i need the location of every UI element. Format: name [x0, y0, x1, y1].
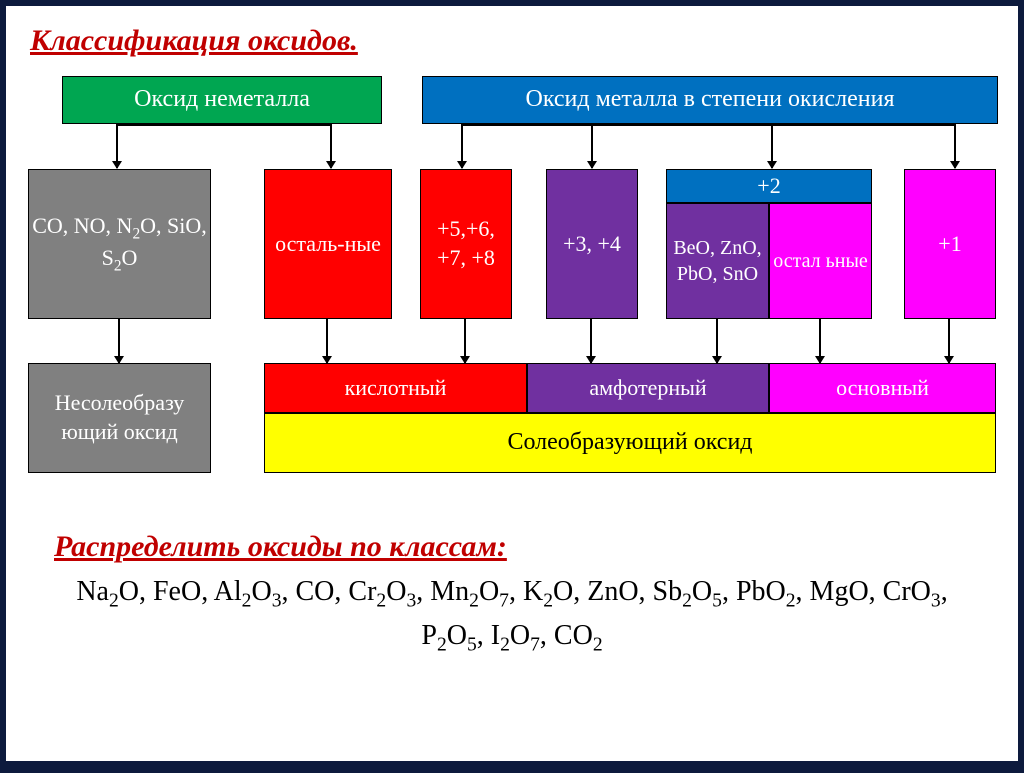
- label: +1: [938, 230, 961, 259]
- task-title: Распределить оксиды по классам:: [54, 530, 507, 564]
- label: CO, NO, N2O, SiO, S2O: [29, 212, 210, 277]
- box-nonmetal-oxide: Оксид неметалла: [62, 76, 382, 124]
- slide-title: Классификация оксидов.: [30, 24, 358, 58]
- box-ox-2-basic: остал ьные: [769, 203, 872, 319]
- box-salt-forming: Солеобразующий оксид: [264, 413, 996, 473]
- box-acidic: кислотный: [264, 363, 527, 413]
- box-metal-oxide: Оксид металла в степени окисления: [422, 76, 998, 124]
- box-basic: основный: [769, 363, 996, 413]
- box-amphoteric: амфотерный: [527, 363, 769, 413]
- label: осталь-ные: [275, 230, 381, 259]
- slide-container: Классификация оксидов. Оксид неметалла О…: [6, 6, 1018, 761]
- label: Оксид неметалла: [134, 84, 310, 115]
- label: +2: [757, 172, 780, 201]
- task-body: Na2O, FeO, Al2O3, CO, Cr2O3, Mn2O7, K2O,…: [46, 572, 978, 660]
- label: Солеобразующий оксид: [507, 427, 752, 458]
- box-high-oxidation: +5,+6, +7, +8: [420, 169, 512, 319]
- label: +3, +4: [563, 230, 621, 259]
- label: Несолеобразу ющий оксид: [29, 389, 210, 446]
- label: BeO, ZnO, PbO, SnO: [667, 235, 768, 287]
- box-nonsalt-forming: Несолеобразу ющий оксид: [28, 363, 211, 473]
- label: амфотерный: [589, 374, 706, 403]
- box-ox-2-header: +2: [666, 169, 872, 203]
- box-nonsalt-examples: CO, NO, N2O, SiO, S2O: [28, 169, 211, 319]
- box-others-acidic: осталь-ные: [264, 169, 392, 319]
- box-ox-2-amphoteric: BeO, ZnO, PbO, SnO: [666, 203, 769, 319]
- label: остал ьные: [773, 248, 868, 274]
- box-ox-3-4: +3, +4: [546, 169, 638, 319]
- label: кислотный: [345, 374, 447, 403]
- label: Оксид металла в степени окисления: [525, 84, 894, 115]
- label: основный: [836, 374, 929, 403]
- label: +5,+6, +7, +8: [421, 215, 511, 272]
- box-ox-1: +1: [904, 169, 996, 319]
